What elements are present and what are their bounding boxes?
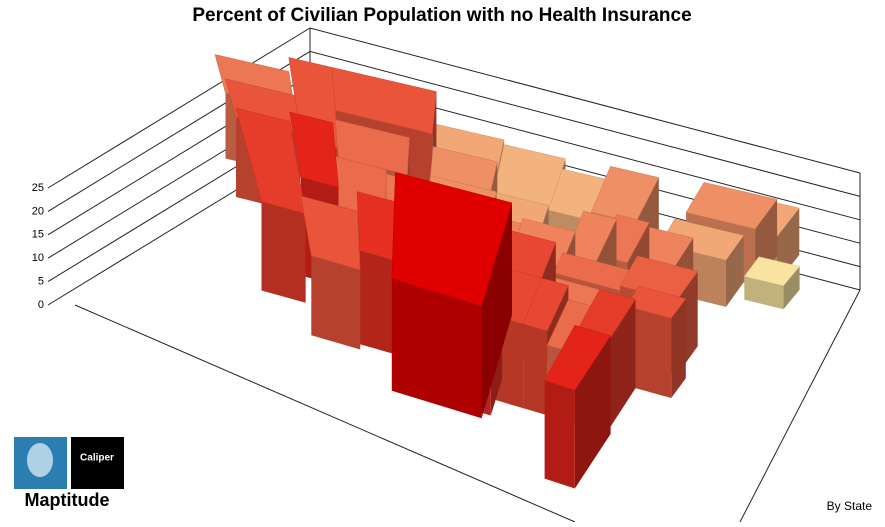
state-front <box>261 201 306 303</box>
logo-head <box>27 443 53 477</box>
y-tick-label: 10 <box>32 252 44 264</box>
state-top <box>391 172 513 307</box>
grid-line <box>47 27 861 189</box>
state-front <box>311 255 361 350</box>
state-top <box>300 195 361 271</box>
y-tick-label: 20 <box>32 205 44 217</box>
subtitle: By State <box>827 499 873 513</box>
state-side <box>783 266 800 310</box>
y-tick-label: 15 <box>32 229 44 241</box>
state-top <box>335 119 410 176</box>
state-front <box>744 276 784 310</box>
y-tick-label: 0 <box>38 299 44 311</box>
chart-title: Percent of Civilian Population with no H… <box>192 5 691 26</box>
state-top <box>523 277 569 332</box>
logo: Caliper Maptitude <box>14 437 124 510</box>
company-name: Caliper <box>80 453 114 464</box>
state-front <box>523 324 548 416</box>
y-tick-label: 25 <box>32 182 44 194</box>
logo-box <box>71 437 124 489</box>
state-side <box>574 335 611 489</box>
states <box>214 54 801 489</box>
state-front <box>626 306 672 398</box>
grid-line <box>47 50 861 212</box>
state-top <box>544 324 611 391</box>
state-top <box>743 256 801 287</box>
state-top <box>289 111 339 188</box>
state-front <box>391 278 482 419</box>
y-tick-label: 5 <box>38 276 44 288</box>
state-side <box>726 235 744 307</box>
state-side <box>606 299 636 433</box>
product-name: Maptitude <box>25 490 110 510</box>
state-side <box>671 298 686 398</box>
state-front <box>544 380 575 489</box>
state-top <box>685 182 778 230</box>
state-side <box>481 202 512 419</box>
